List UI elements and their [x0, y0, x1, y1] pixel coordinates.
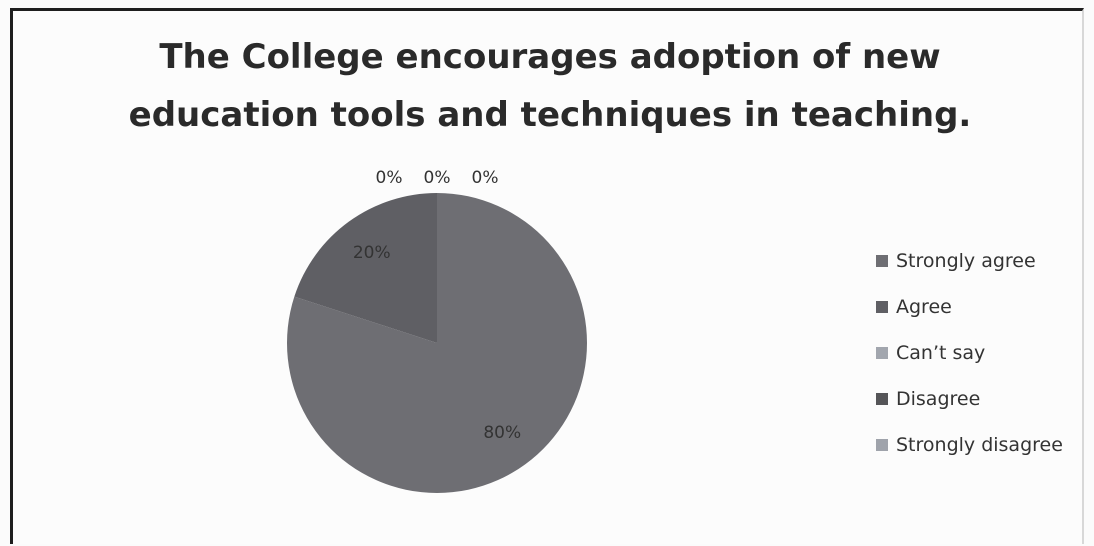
- pie-slice-agree: [294, 193, 437, 343]
- legend-label: Agree: [896, 296, 952, 318]
- data-label-agree: 20%: [353, 243, 391, 263]
- legend-label: Strongly agree: [896, 250, 1036, 272]
- legend-swatch: [876, 439, 888, 451]
- data-label-strongly-disagree: 0%: [472, 168, 499, 188]
- legend-item-can-t-say: Can’t say: [876, 330, 1063, 376]
- legend-label: Strongly disagree: [896, 434, 1063, 456]
- chart-legend: Strongly agree Agree Can’t say Disagree Stro…: [876, 238, 1063, 468]
- data-label-disagree: 0%: [424, 168, 451, 188]
- data-label-can-t-say: 0%: [376, 168, 403, 188]
- data-label-strongly-agree: 80%: [483, 423, 521, 443]
- legend-item-disagree: Disagree: [876, 376, 1063, 422]
- chart-title: The College encourages adoption of new e…: [60, 28, 1040, 144]
- chart-title-line-2: education tools and techniques in teachi…: [128, 95, 972, 135]
- legend-swatch: [876, 347, 888, 359]
- legend-swatch: [876, 255, 888, 267]
- legend-swatch: [876, 393, 888, 405]
- legend-item-strongly-agree: Strongly agree: [876, 238, 1063, 284]
- legend-label: Disagree: [896, 388, 981, 410]
- chart-title-line-1: The College encourages adoption of new: [159, 37, 941, 77]
- legend-item-agree: Agree: [876, 284, 1063, 330]
- legend-swatch: [876, 301, 888, 313]
- legend-item-strongly-disagree: Strongly disagree: [876, 422, 1063, 468]
- legend-label: Can’t say: [896, 342, 986, 364]
